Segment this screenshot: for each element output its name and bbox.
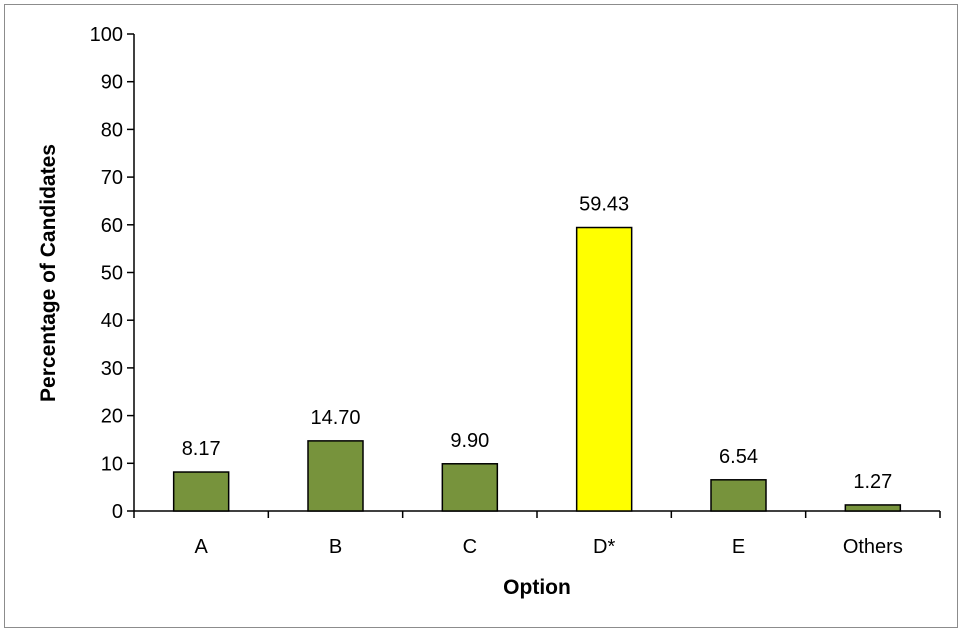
y-axis: 0 10 20 30 40 50 60 70 80 90 100	[90, 24, 135, 523]
x-tick-label: D*	[593, 536, 615, 558]
y-tick-label: 10	[101, 453, 123, 475]
x-tick-label: A	[194, 536, 208, 558]
data-label: 1.27	[853, 471, 892, 493]
data-label: 59.43	[579, 194, 629, 216]
chart-frame	[4, 4, 958, 628]
y-tick-label: 80	[101, 119, 123, 141]
data-label: 9.90	[450, 430, 489, 452]
bar-b	[307, 440, 364, 512]
y-tick-label: 50	[101, 263, 123, 285]
y-tick-label: 0	[112, 501, 123, 523]
x-tick-label: B	[329, 536, 342, 558]
y-tick-label: 70	[101, 167, 123, 189]
y-tick-label: 20	[101, 406, 123, 428]
y-tick-label: 40	[101, 310, 123, 332]
data-label: 14.70	[310, 407, 360, 429]
bar-e	[710, 479, 767, 512]
y-axis-title: Percentage of Candidates	[37, 144, 60, 402]
x-axis: A B C D* E Others	[133, 510, 941, 558]
bar-others	[844, 504, 902, 512]
y-tick-label: 30	[101, 358, 123, 380]
x-tick-label: Others	[843, 536, 903, 558]
y-tick-label: 90	[101, 72, 123, 94]
x-axis-title: Option	[503, 576, 571, 599]
bar-d	[575, 226, 633, 512]
bars	[172, 226, 902, 512]
x-tick-label: C	[463, 536, 477, 558]
bar-c	[441, 463, 499, 512]
bar-a	[172, 471, 230, 512]
x-tick-label: E	[732, 536, 745, 558]
data-label: 8.17	[182, 438, 221, 460]
data-label: 6.54	[719, 446, 758, 468]
y-tick-label: 60	[101, 215, 123, 237]
y-tick-label: 100	[90, 24, 123, 46]
data-labels: 8.17 14.70 9.90 59.43 6.54 1.27	[182, 194, 893, 493]
